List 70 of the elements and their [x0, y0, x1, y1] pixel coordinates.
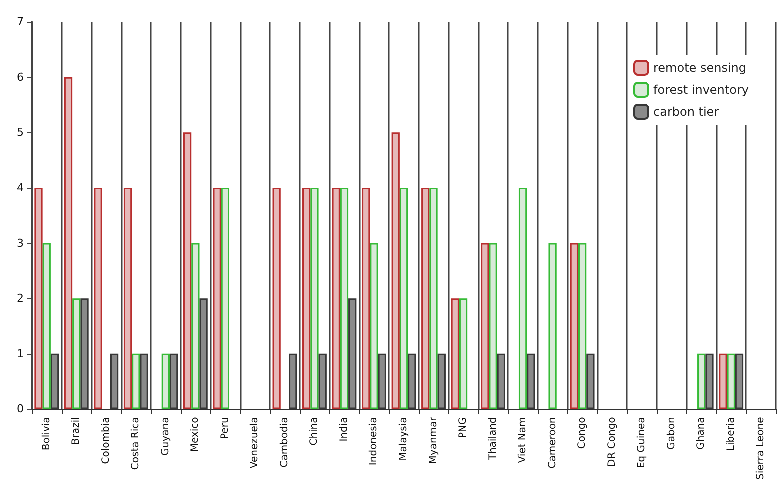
x-tick-label: Gabon [666, 417, 678, 450]
x-tick-label: Peru [220, 417, 231, 440]
bar [302, 188, 311, 410]
bar [548, 243, 557, 410]
bar [727, 354, 736, 410]
x-tick-label: Colombia [100, 417, 112, 464]
x-tick-label: Liberia [726, 417, 737, 452]
bar [422, 188, 430, 410]
x-tick-label: Malaysia [398, 417, 410, 461]
bar [124, 188, 132, 410]
x-tick-label: Costa Rica [130, 417, 142, 470]
bar [719, 354, 728, 410]
bar [340, 188, 349, 410]
legend-label: forest inventory [654, 83, 750, 97]
bar [578, 243, 587, 410]
bar [518, 188, 528, 410]
x-tick-label: Sierra Leone [756, 417, 767, 480]
x-tick-label: Thailand [488, 417, 499, 462]
bar [183, 132, 192, 410]
legend-label: carbon tier [654, 105, 720, 119]
bar [430, 188, 438, 410]
bar [489, 243, 498, 410]
y-tick-label: 1 [17, 347, 24, 360]
x-tick-label: Cambodia [279, 417, 290, 468]
bar [570, 243, 578, 410]
bar [362, 188, 370, 410]
bar [72, 298, 81, 410]
x-tick-label: Myanmar [428, 416, 440, 464]
bar [481, 243, 490, 410]
legend-label: remote sensing [654, 61, 747, 75]
x-tick-label: China [309, 417, 320, 446]
bar [459, 298, 468, 410]
y-tick-label: 4 [17, 181, 24, 194]
bar [370, 243, 378, 410]
x-tick-label: India [338, 417, 350, 442]
x-tick-label: Brazil [71, 417, 82, 446]
bar [400, 188, 408, 410]
bar [392, 132, 400, 410]
bar [451, 298, 460, 410]
y-tick-label: 3 [17, 236, 24, 250]
x-tick-label: Congo [577, 417, 588, 450]
y-tick-label: 6 [17, 70, 24, 84]
bar [310, 188, 319, 410]
x-tick-label: Venezuela [250, 417, 261, 469]
bar [42, 243, 51, 410]
x-tick-label: Indonesia [368, 417, 380, 466]
y-tick-label: 7 [17, 16, 24, 28]
bar [132, 354, 140, 410]
bar [332, 188, 340, 410]
x-tick-label: Viet Nam [518, 417, 529, 464]
bar [698, 354, 706, 410]
y-tick-label: 0 [17, 402, 24, 416]
x-tick-label: DR Congo [606, 417, 618, 467]
bar [221, 188, 230, 410]
x-tick-label: Eq Guinea [636, 417, 648, 469]
x-tick-label: Cameroon [547, 417, 558, 469]
bar [64, 77, 73, 410]
bar [162, 354, 170, 410]
bar [192, 243, 200, 410]
bar [213, 188, 222, 410]
bar [272, 188, 281, 410]
x-tick-label: Mexico [190, 417, 202, 452]
x-tick-label: Ghana [696, 417, 708, 450]
x-tick-label: Bolivia [41, 417, 52, 451]
y-tick-label: 5 [17, 126, 24, 140]
x-tick-label: PNG [458, 417, 470, 438]
bar [34, 188, 43, 410]
x-tick-label: Guyana [160, 417, 172, 456]
bar [94, 188, 102, 410]
y-tick-label: 2 [17, 292, 24, 306]
